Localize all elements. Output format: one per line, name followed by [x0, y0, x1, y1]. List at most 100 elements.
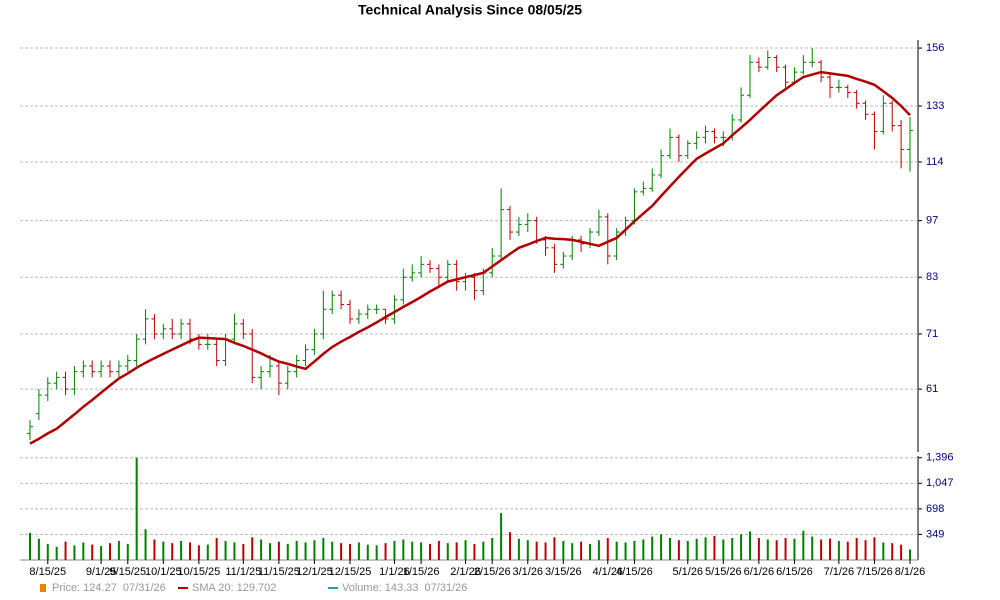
- x-tick-label: 9/15/25: [109, 566, 146, 578]
- volume-bar: [357, 542, 360, 560]
- x-tick-label: 3/1/26: [512, 566, 543, 578]
- legend-label: Price: 124.27 07/31/26: [52, 582, 166, 594]
- volume-bar: [437, 540, 440, 560]
- volume-bar: [642, 539, 645, 560]
- volume-bar: [757, 538, 760, 560]
- y-tick-label: 133: [926, 100, 944, 112]
- x-tick-label: 4/1/26: [592, 566, 623, 578]
- volume-bar: [731, 538, 734, 560]
- volume-bar: [251, 537, 254, 560]
- volume-bar: [340, 543, 343, 560]
- volume-bar: [429, 543, 431, 560]
- volume-bar: [375, 545, 378, 560]
- volume-bar: [322, 538, 325, 560]
- volume-bar: [171, 543, 174, 560]
- volume-bar: [544, 542, 547, 560]
- volume-bar: [615, 541, 618, 560]
- volume-bar: [189, 542, 191, 560]
- volume-bar: [633, 540, 636, 560]
- volume-bar: [260, 539, 263, 560]
- x-tick-label: 7/1/26: [824, 566, 855, 578]
- volume-bar: [224, 540, 227, 560]
- volume-bar: [660, 534, 663, 560]
- volume-bar: [331, 541, 334, 560]
- volume-bar: [384, 543, 387, 560]
- volume-bar: [420, 542, 423, 560]
- volume-bar: [197, 545, 200, 560]
- x-tick-label: 12/15/25: [329, 566, 372, 578]
- y-tick-label: 114: [926, 156, 944, 168]
- volume-bar: [117, 540, 120, 560]
- volume-bar: [677, 540, 680, 560]
- volume-bar: [215, 538, 218, 560]
- volume-bar: [820, 539, 823, 560]
- volume-bar: [855, 538, 858, 560]
- volume-bar: [651, 536, 654, 560]
- volume-bar: [73, 545, 76, 560]
- volume-bar: [313, 540, 316, 560]
- y-tick-label: 1,396: [926, 452, 954, 464]
- volume-bar: [233, 542, 236, 560]
- y-tick-label: 71: [926, 328, 938, 340]
- volume-bar: [686, 540, 689, 560]
- volume-bar: [162, 541, 165, 560]
- volume-bar: [242, 543, 245, 560]
- volume-bar: [180, 540, 183, 560]
- volume-bar: [509, 532, 511, 560]
- volume-bar: [864, 540, 867, 560]
- volume-bar: [393, 540, 396, 560]
- x-tick-label: 2/1/26: [450, 566, 481, 578]
- x-tick-label: 7/15/26: [856, 566, 893, 578]
- volume-bar: [793, 538, 796, 560]
- volume-bar: [535, 541, 538, 560]
- volume-bar: [55, 546, 58, 560]
- volume-bar: [206, 544, 209, 560]
- volume-bar: [455, 542, 458, 560]
- volume-bar: [446, 543, 449, 560]
- volume-bar: [135, 457, 138, 560]
- x-tick-label: 5/15/26: [705, 566, 742, 578]
- x-tick-label: 9/1/25: [86, 566, 117, 578]
- volume-bar: [704, 537, 707, 560]
- volume-bar: [526, 540, 529, 560]
- sma-line: [29, 70, 911, 445]
- volume-bar: [669, 538, 671, 560]
- y-tick-label: 97: [926, 215, 938, 227]
- y-tick-label: 61: [926, 383, 938, 395]
- volume-bar: [837, 540, 840, 560]
- x-tick-label: 6/1/26: [744, 566, 775, 578]
- y-tick-label: 83: [926, 271, 938, 283]
- volume-bar: [784, 538, 787, 560]
- volume-bar: [713, 535, 716, 560]
- volume-bar: [269, 543, 271, 560]
- volume-bar: [411, 541, 414, 560]
- x-tick-label: 10/15/25: [177, 566, 220, 578]
- volume-bar: [802, 530, 805, 560]
- x-tick-label: 2/15/26: [474, 566, 511, 578]
- volume-bar: [91, 544, 94, 560]
- y-tick-label: 1,047: [926, 477, 954, 489]
- volume-bar: [749, 531, 751, 560]
- volume-bar: [29, 532, 31, 560]
- volume-bar: [64, 541, 67, 560]
- volume-bar: [349, 543, 351, 560]
- volume-bar: [153, 539, 156, 560]
- y-tick-label: 156: [926, 42, 944, 54]
- volume-bar: [766, 539, 769, 560]
- volume-bar: [46, 543, 49, 560]
- volume-bar: [109, 543, 111, 560]
- volume-bar: [304, 542, 307, 560]
- volume-bar: [811, 536, 814, 560]
- x-tick-label: 11/15/25: [258, 566, 300, 578]
- x-tick-label: 4/15/26: [616, 566, 653, 578]
- legend-marker: [40, 584, 46, 592]
- y-tick-label: 698: [926, 503, 944, 515]
- volume-bar: [482, 541, 485, 560]
- volume-bar: [491, 538, 494, 560]
- volume-bar: [562, 540, 565, 560]
- legend-label: SMA 20: 129.702: [192, 582, 276, 594]
- x-tick-label: 10/1/25: [145, 566, 182, 578]
- volume-bar: [517, 538, 520, 560]
- volume-bar: [873, 537, 876, 560]
